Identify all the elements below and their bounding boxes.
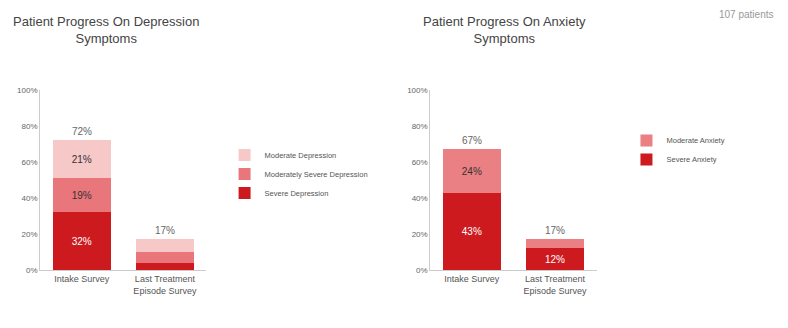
svg-text:40%: 40% xyxy=(412,194,428,203)
svg-text:80%: 80% xyxy=(412,122,428,131)
svg-text:67%: 67% xyxy=(462,135,482,146)
svg-text:Last TreatmentEpisode Survey: Last TreatmentEpisode Survey xyxy=(523,274,587,296)
svg-text:Patient Progress On Depression: Patient Progress On DepressionSymptoms xyxy=(13,14,199,46)
svg-text:19%: 19% xyxy=(72,190,92,201)
svg-text:17%: 17% xyxy=(545,225,565,236)
svg-text:60%: 60% xyxy=(22,158,38,167)
svg-text:32%: 32% xyxy=(72,236,92,247)
svg-text:40%: 40% xyxy=(22,194,38,203)
svg-text:21%: 21% xyxy=(72,154,92,165)
svg-text:43%: 43% xyxy=(462,226,482,237)
svg-text:Patient Progress On AnxietySym: Patient Progress On AnxietySymptoms xyxy=(423,14,586,46)
svg-text:Last TreatmentEpisode Survey: Last TreatmentEpisode Survey xyxy=(133,274,197,296)
svg-text:Severe Depression: Severe Depression xyxy=(265,189,329,198)
svg-text:20%: 20% xyxy=(412,230,428,239)
svg-text:100%: 100% xyxy=(17,86,37,95)
svg-text:Moderate Anxiety: Moderate Anxiety xyxy=(666,136,724,145)
svg-text:80%: 80% xyxy=(22,122,38,131)
svg-text:60%: 60% xyxy=(412,158,428,167)
svg-text:17%: 17% xyxy=(155,225,175,236)
svg-text:100%: 100% xyxy=(407,86,427,95)
svg-text:0%: 0% xyxy=(26,266,38,275)
svg-text:Intake Survey: Intake Survey xyxy=(444,274,500,284)
svg-text:20%: 20% xyxy=(22,230,38,239)
svg-text:Moderate Depression: Moderate Depression xyxy=(265,151,337,160)
svg-text:72%: 72% xyxy=(72,126,92,137)
svg-text:Severe Anxiety: Severe Anxiety xyxy=(666,155,716,164)
svg-text:Moderately Severe Depression: Moderately Severe Depression xyxy=(265,170,368,179)
svg-text:107 patients: 107 patients xyxy=(719,9,774,20)
svg-text:12%: 12% xyxy=(545,254,565,265)
svg-text:24%: 24% xyxy=(462,166,482,177)
svg-text:0%: 0% xyxy=(416,266,428,275)
svg-text:Intake Survey: Intake Survey xyxy=(54,274,110,284)
